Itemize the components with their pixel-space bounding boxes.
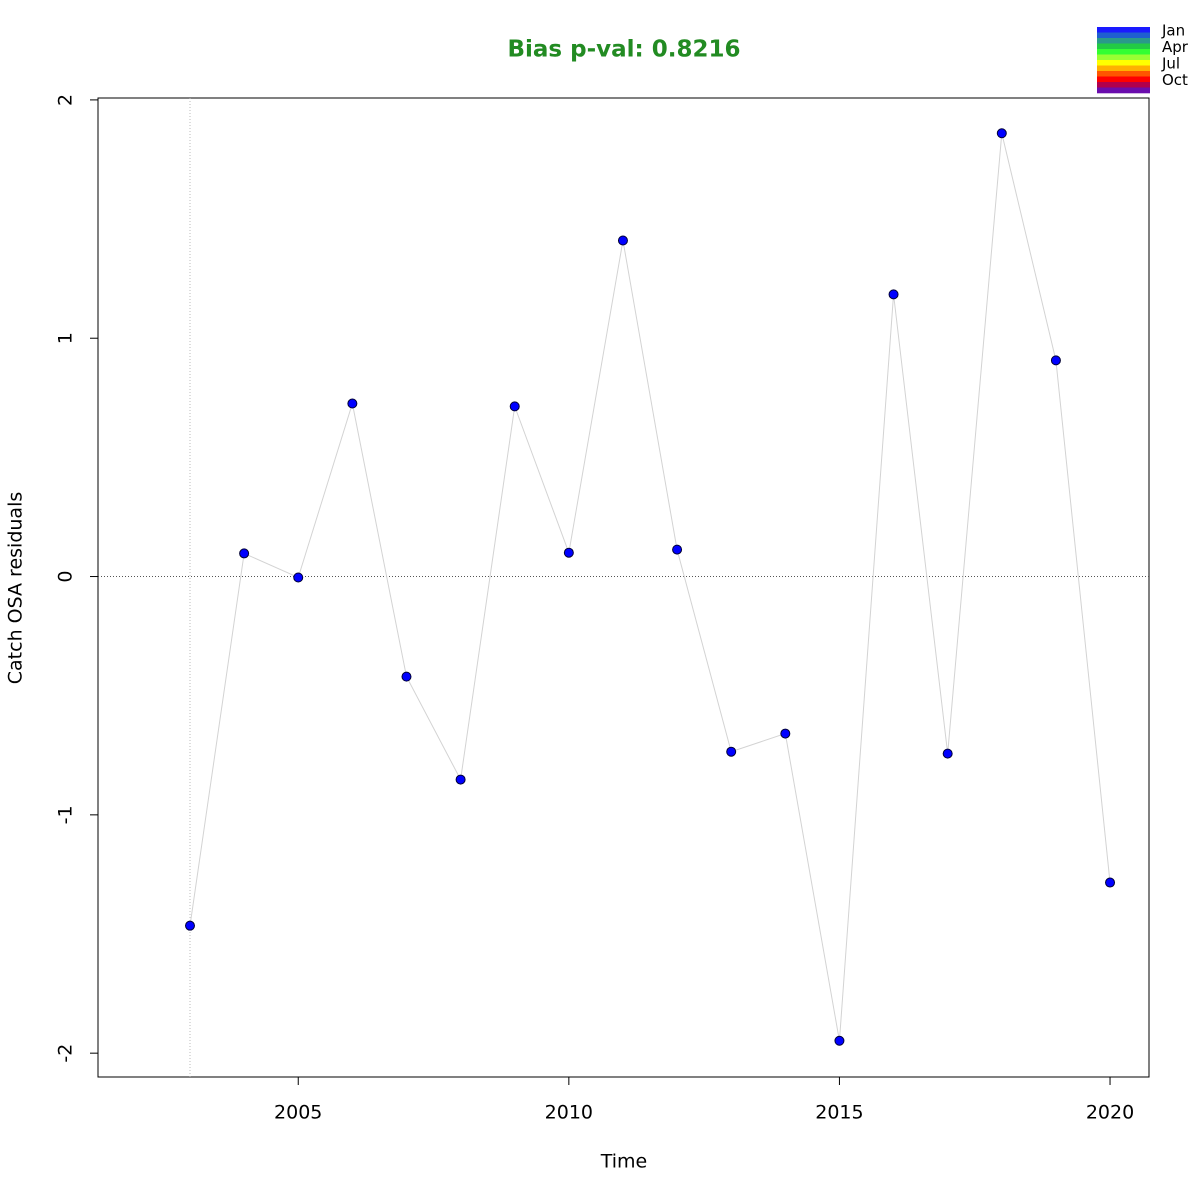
y-axis-title: Catch OSA residuals [5,492,27,684]
point [455,774,466,785]
point [1050,355,1061,366]
legend-swatch [1097,82,1150,88]
legend-label: Jan [1161,22,1185,40]
point [888,289,899,300]
legend-swatch [1097,65,1150,72]
x-tick-label: 2015 [815,1102,863,1124]
point [1105,877,1116,888]
legend-label: Oct [1162,71,1188,89]
legend-swatch [1097,87,1150,94]
plot-frame [97,97,1150,1078]
chart-title: Bias p-val: 0.8216 [508,37,741,63]
point [563,547,574,558]
point [509,401,520,412]
legend-swatch [1097,60,1150,66]
point [672,544,683,555]
legend-swatch [1097,54,1150,61]
legend-swatch [1097,27,1150,33]
point [942,748,953,759]
x-tick-label: 2020 [1086,1102,1134,1124]
point [834,1035,845,1046]
legend-swatch [1097,49,1150,55]
point [996,128,1007,139]
point [293,572,304,583]
point [726,746,737,757]
point [347,398,358,409]
point [401,671,412,682]
x-tick-label: 2010 [545,1102,593,1124]
legend-swatch [1097,38,1150,44]
legend-label: Jul [1161,55,1180,73]
legend-swatch [1097,43,1150,50]
y-tick-label: 1 [55,332,77,344]
point [617,235,628,246]
x-tick-label: 2005 [274,1102,322,1124]
point [185,920,196,931]
legend-swatch [1097,76,1150,83]
legend-label: Apr [1162,38,1189,56]
x-axis-title: Time [600,1151,648,1173]
y-tick-label: 0 [55,570,77,582]
series-line [189,133,1111,1041]
y-tick-label: 2 [55,94,77,106]
legend-swatch [1097,71,1150,77]
y-tick-label: -1 [55,805,77,824]
point [780,728,791,739]
point [239,548,250,559]
legend-swatch [1097,32,1150,39]
y-tick-label: -2 [55,1044,77,1063]
